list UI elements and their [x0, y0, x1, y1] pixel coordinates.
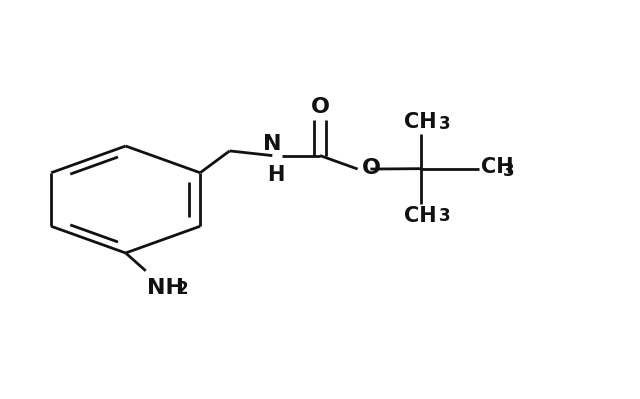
- Text: 2: 2: [177, 280, 188, 298]
- Text: 3: 3: [439, 207, 451, 225]
- Text: CH: CH: [481, 158, 513, 178]
- Text: 3: 3: [503, 162, 515, 180]
- Text: CH: CH: [404, 205, 436, 225]
- Text: N: N: [263, 134, 282, 154]
- Text: O: O: [310, 97, 330, 117]
- Text: O: O: [362, 158, 380, 178]
- Text: NH: NH: [147, 278, 184, 298]
- Text: CH: CH: [404, 112, 436, 132]
- Text: 3: 3: [439, 115, 451, 133]
- Text: H: H: [268, 166, 285, 186]
